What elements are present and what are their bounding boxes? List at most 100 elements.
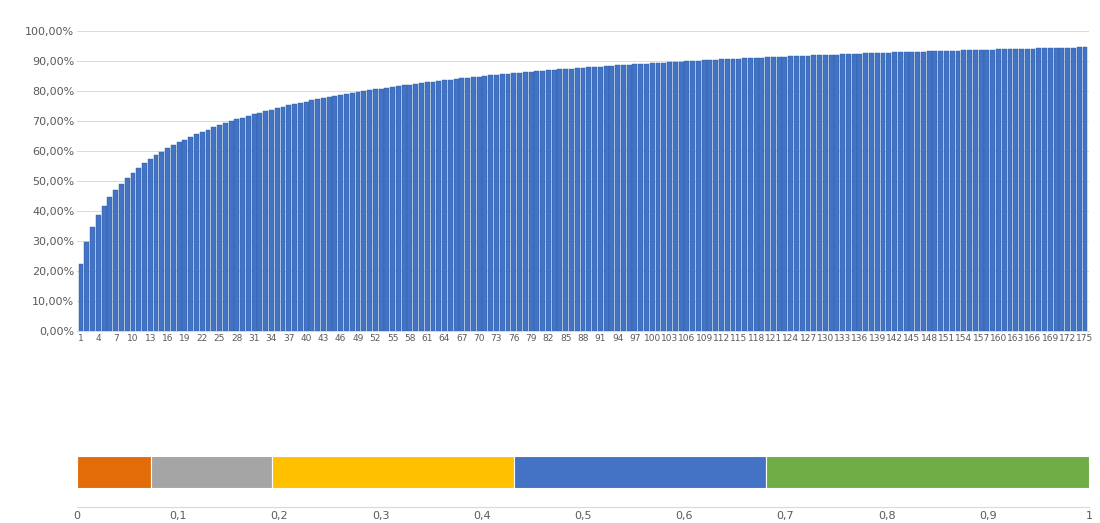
Bar: [90, 227, 95, 331]
Bar: [188, 137, 194, 331]
Bar: [713, 60, 718, 331]
Bar: [77, 456, 151, 488]
Bar: [892, 52, 896, 331]
Bar: [113, 190, 118, 331]
Bar: [263, 111, 268, 331]
Bar: [177, 142, 182, 331]
Bar: [851, 54, 857, 331]
Bar: [309, 100, 315, 331]
Bar: [667, 62, 672, 331]
Bar: [529, 72, 534, 331]
Bar: [615, 65, 620, 331]
Bar: [926, 51, 932, 331]
Bar: [938, 51, 943, 331]
Bar: [812, 55, 816, 331]
Bar: [805, 55, 811, 331]
Bar: [996, 49, 1001, 331]
Bar: [1071, 48, 1076, 331]
Bar: [183, 140, 187, 331]
Bar: [315, 99, 320, 331]
Bar: [984, 50, 989, 331]
Bar: [1042, 48, 1047, 331]
Bar: [736, 59, 741, 331]
Bar: [903, 52, 909, 331]
Bar: [552, 70, 557, 331]
Bar: [494, 75, 499, 331]
Bar: [575, 68, 580, 331]
Bar: [921, 52, 926, 331]
Bar: [817, 55, 822, 331]
Bar: [604, 66, 608, 331]
Bar: [119, 184, 124, 331]
Bar: [321, 98, 326, 331]
Bar: [206, 130, 210, 331]
Bar: [483, 76, 487, 331]
Bar: [378, 88, 384, 331]
Bar: [563, 69, 568, 331]
Bar: [101, 206, 107, 331]
Bar: [1031, 49, 1035, 331]
Bar: [644, 63, 649, 331]
Bar: [777, 57, 782, 331]
Bar: [361, 91, 366, 331]
Bar: [402, 85, 407, 331]
Bar: [160, 152, 164, 331]
Bar: [78, 264, 84, 331]
Bar: [620, 65, 626, 331]
Bar: [414, 84, 418, 331]
Bar: [898, 52, 903, 331]
Bar: [217, 125, 222, 331]
Bar: [956, 51, 960, 331]
Bar: [535, 71, 539, 331]
Bar: [766, 58, 770, 331]
Bar: [257, 112, 263, 331]
Bar: [476, 76, 482, 331]
Bar: [800, 56, 805, 331]
Bar: [540, 71, 546, 331]
Bar: [96, 215, 101, 331]
Bar: [598, 66, 603, 331]
Bar: [373, 89, 377, 331]
Bar: [273, 456, 514, 488]
Bar: [124, 178, 130, 331]
Bar: [702, 60, 706, 331]
Bar: [910, 52, 914, 331]
Bar: [823, 55, 828, 331]
Bar: [707, 60, 713, 331]
Bar: [1048, 48, 1053, 331]
Bar: [252, 114, 256, 331]
Bar: [512, 73, 516, 331]
Bar: [304, 101, 308, 331]
Bar: [725, 59, 729, 331]
Bar: [471, 77, 476, 331]
Bar: [338, 95, 343, 331]
Bar: [696, 61, 701, 331]
Bar: [558, 70, 562, 331]
Bar: [506, 74, 510, 331]
Bar: [396, 86, 400, 331]
Bar: [874, 53, 880, 331]
Bar: [223, 123, 228, 331]
Bar: [754, 58, 759, 331]
Bar: [1025, 49, 1030, 331]
Bar: [730, 59, 736, 331]
Bar: [200, 132, 205, 331]
Bar: [384, 88, 389, 331]
Bar: [240, 118, 245, 331]
Bar: [229, 121, 233, 331]
Bar: [151, 456, 273, 488]
Bar: [1036, 49, 1042, 331]
Bar: [881, 53, 886, 331]
Bar: [488, 75, 493, 331]
Bar: [742, 59, 747, 331]
Bar: [355, 92, 361, 331]
Bar: [1059, 48, 1065, 331]
Bar: [344, 94, 349, 331]
Bar: [835, 54, 839, 331]
Bar: [915, 52, 920, 331]
Bar: [627, 65, 631, 331]
Bar: [327, 97, 331, 331]
Bar: [332, 96, 338, 331]
Bar: [437, 81, 441, 331]
Bar: [170, 145, 176, 331]
